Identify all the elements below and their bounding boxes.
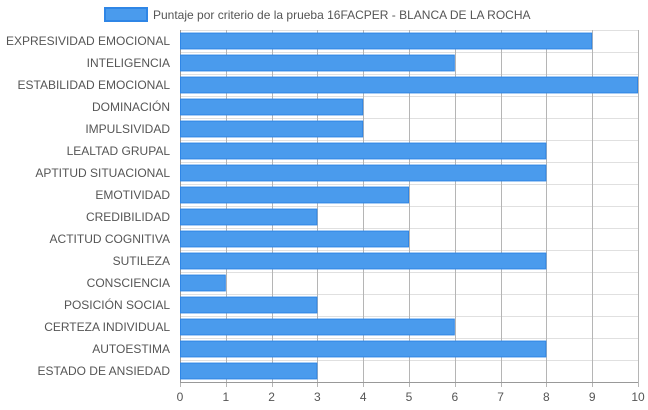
bar[interactable] (180, 142, 547, 160)
legend-label: Puntaje por criterio de la prueba 16FACP… (153, 8, 531, 22)
bar[interactable] (180, 274, 226, 292)
bar[interactable] (180, 296, 318, 314)
bar[interactable] (180, 318, 455, 336)
x-tick-label: 4 (360, 390, 367, 404)
category-label: CERTEZA INDIVIDUAL (44, 320, 170, 334)
category-label: LEALTAD GRUPAL (67, 144, 171, 158)
category-labels: EXPRESIVIDAD EMOCIONAL INTELIGENCIA ESTABI… (6, 34, 170, 378)
bar[interactable] (180, 340, 547, 358)
x-tick-label: 8 (543, 390, 550, 404)
x-tick-label: 7 (497, 390, 504, 404)
bar[interactable] (180, 164, 547, 182)
x-axis-tick-labels: 0 1 2 3 4 5 6 7 8 9 10 (177, 390, 645, 404)
category-label: IMPULSIVIDAD (85, 122, 170, 136)
category-label: POSICIÓN SOCIAL (64, 297, 170, 312)
bar[interactable] (180, 76, 638, 94)
bar[interactable] (180, 362, 318, 380)
bar[interactable] (180, 208, 318, 226)
bar[interactable] (180, 32, 593, 50)
x-tick-label: 6 (451, 390, 458, 404)
category-label: EXPRESIVIDAD EMOCIONAL (6, 34, 170, 48)
bar[interactable] (180, 186, 409, 204)
x-tick-label: 2 (268, 390, 275, 404)
category-label: INTELIGENCIA (87, 56, 170, 70)
bar[interactable] (180, 54, 455, 72)
x-tick-label: 5 (406, 390, 413, 404)
bars (180, 32, 638, 380)
bar[interactable] (180, 98, 364, 116)
x-tick-label: 3 (314, 390, 321, 404)
category-label: SUTILEZA (113, 254, 170, 268)
category-label: DOMINACIÓN (92, 99, 170, 114)
category-label: EMOTIVIDAD (95, 188, 170, 202)
x-tick-label: 10 (631, 390, 645, 404)
category-label: ACTITUD COGNITIVA (50, 232, 170, 246)
bar[interactable] (180, 230, 409, 248)
legend-swatch (104, 7, 148, 22)
category-label: ESTADO DE ANSIEDAD (38, 364, 171, 378)
category-label: ESTABILIDAD EMOCIONAL (18, 78, 171, 92)
category-label: CREDIBILIDAD (86, 210, 170, 224)
legend[interactable]: Puntaje por criterio de la prueba 16FACP… (104, 7, 531, 22)
bar[interactable] (180, 120, 364, 138)
bar[interactable] (180, 252, 547, 270)
category-label: AUTOESTIMA (92, 342, 170, 356)
category-label: CONSCIENCIA (87, 276, 170, 290)
category-label: APTITUD SITUACIONAL (35, 166, 170, 180)
x-tick-label: 1 (222, 390, 229, 404)
x-tick-label: 9 (589, 390, 596, 404)
x-tick-label: 0 (177, 390, 184, 404)
